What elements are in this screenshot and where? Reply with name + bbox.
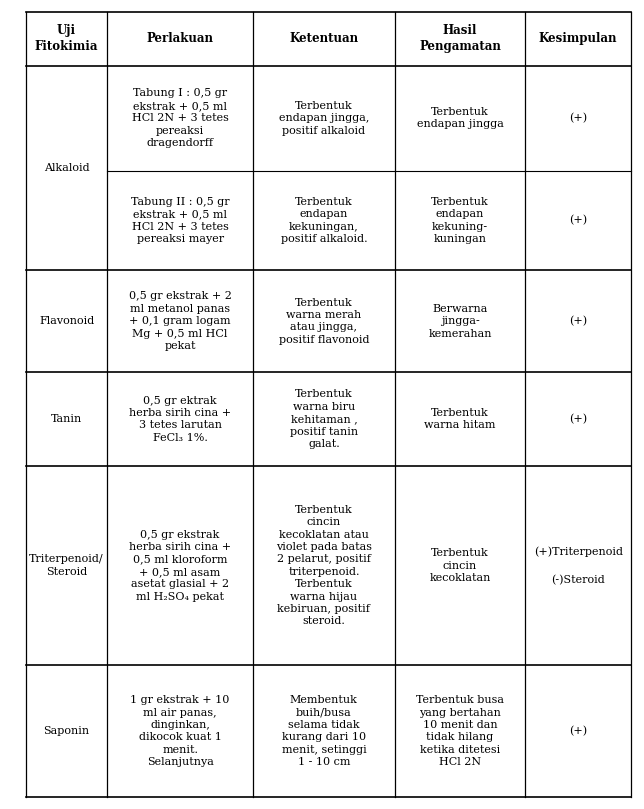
Text: Hasil
Pengamatan: Hasil Pengamatan	[419, 24, 501, 53]
Text: Terbentuk
endapan jingga,
positif alkaloid: Terbentuk endapan jingga, positif alkalo…	[279, 101, 369, 136]
Text: Tanin: Tanin	[51, 414, 82, 424]
Text: (+): (+)	[569, 113, 587, 124]
Text: (+): (+)	[569, 414, 587, 424]
Text: Perlakuan: Perlakuan	[147, 32, 214, 45]
Text: Terbentuk
warna biru
kehitaman ,
positif tanin
galat.: Terbentuk warna biru kehitaman , positif…	[290, 389, 358, 449]
Text: (+): (+)	[569, 215, 587, 226]
Text: Terbentuk
warna hitam: Terbentuk warna hitam	[424, 408, 496, 430]
Text: (+): (+)	[569, 316, 587, 326]
Text: Terbentuk
endapan
kekuning-
kuningan: Terbentuk endapan kekuning- kuningan	[431, 197, 489, 244]
Text: Triterpenoid/
Steroid: Triterpenoid/ Steroid	[30, 554, 104, 577]
Text: 0,5 gr ekstrak + 2
ml metanol panas
+ 0,1 gram logam
Mg + 0,5 ml HCl
pekat: 0,5 gr ekstrak + 2 ml metanol panas + 0,…	[129, 291, 232, 351]
Text: Kesimpulan: Kesimpulan	[539, 32, 618, 45]
Text: Terbentuk busa
yang bertahan
10 menit dan
tidak hilang
ketika ditetesi
HCl 2N: Terbentuk busa yang bertahan 10 menit da…	[416, 695, 504, 767]
Text: Terbentuk
warna merah
atau jingga,
positif flavonoid: Terbentuk warna merah atau jingga, posit…	[279, 298, 369, 345]
Text: Terbentuk
cincin
kecoklatan: Terbentuk cincin kecoklatan	[430, 549, 491, 583]
Text: (+)Triterpenoid

(-)Steroid: (+)Triterpenoid (-)Steroid	[534, 546, 623, 585]
Text: Alkaloid: Alkaloid	[44, 163, 90, 173]
Text: Terbentuk
endapan jingga: Terbentuk endapan jingga	[417, 107, 504, 129]
Text: Flavonoid: Flavonoid	[39, 316, 94, 326]
Text: Tabung II : 0,5 gr
ekstrak + 0,5 ml
HCl 2N + 3 tetes
pereaksi mayer: Tabung II : 0,5 gr ekstrak + 0,5 ml HCl …	[131, 197, 229, 244]
Text: Ketentuan: Ketentuan	[289, 32, 359, 45]
Text: Uji
Fitokimia: Uji Fitokimia	[35, 24, 99, 53]
Text: Membentuk
buih/busa
selama tidak
kurang dari 10
menit, setinggi
1 - 10 cm: Membentuk buih/busa selama tidak kurang …	[281, 695, 366, 767]
Text: Berwarna
jingga-
kemerahan: Berwarna jingga- kemerahan	[428, 304, 492, 339]
Text: 0,5 gr ekstrak
herba sirih cina +
0,5 ml kloroform
+ 0,5 ml asam
asetat glasial : 0,5 gr ekstrak herba sirih cina + 0,5 ml…	[129, 530, 231, 602]
Text: Tabung I : 0,5 gr
ekstrak + 0,5 ml
HCl 2N + 3 tetes
pereaksi
dragendorff: Tabung I : 0,5 gr ekstrak + 0,5 ml HCl 2…	[131, 88, 229, 148]
Text: Terbentuk
endapan
kekuningan,
positif alkaloid.: Terbentuk endapan kekuningan, positif al…	[281, 197, 367, 244]
Text: 0,5 gr ektrak
herba sirih cina +
3 tetes larutan
FeCl₃ 1%.: 0,5 gr ektrak herba sirih cina + 3 tetes…	[129, 396, 231, 443]
Text: 1 gr ekstrak + 10
ml air panas,
dinginkan,
dikocok kuat 1
menit.
Selanjutnya: 1 gr ekstrak + 10 ml air panas, dinginka…	[131, 695, 230, 767]
Text: Saponin: Saponin	[44, 726, 90, 736]
Text: (+): (+)	[569, 726, 587, 736]
Text: Terbentuk
cincin
kecoklatan atau
violet pada batas
2 pelarut, positif
triterpeno: Terbentuk cincin kecoklatan atau violet …	[276, 505, 372, 626]
